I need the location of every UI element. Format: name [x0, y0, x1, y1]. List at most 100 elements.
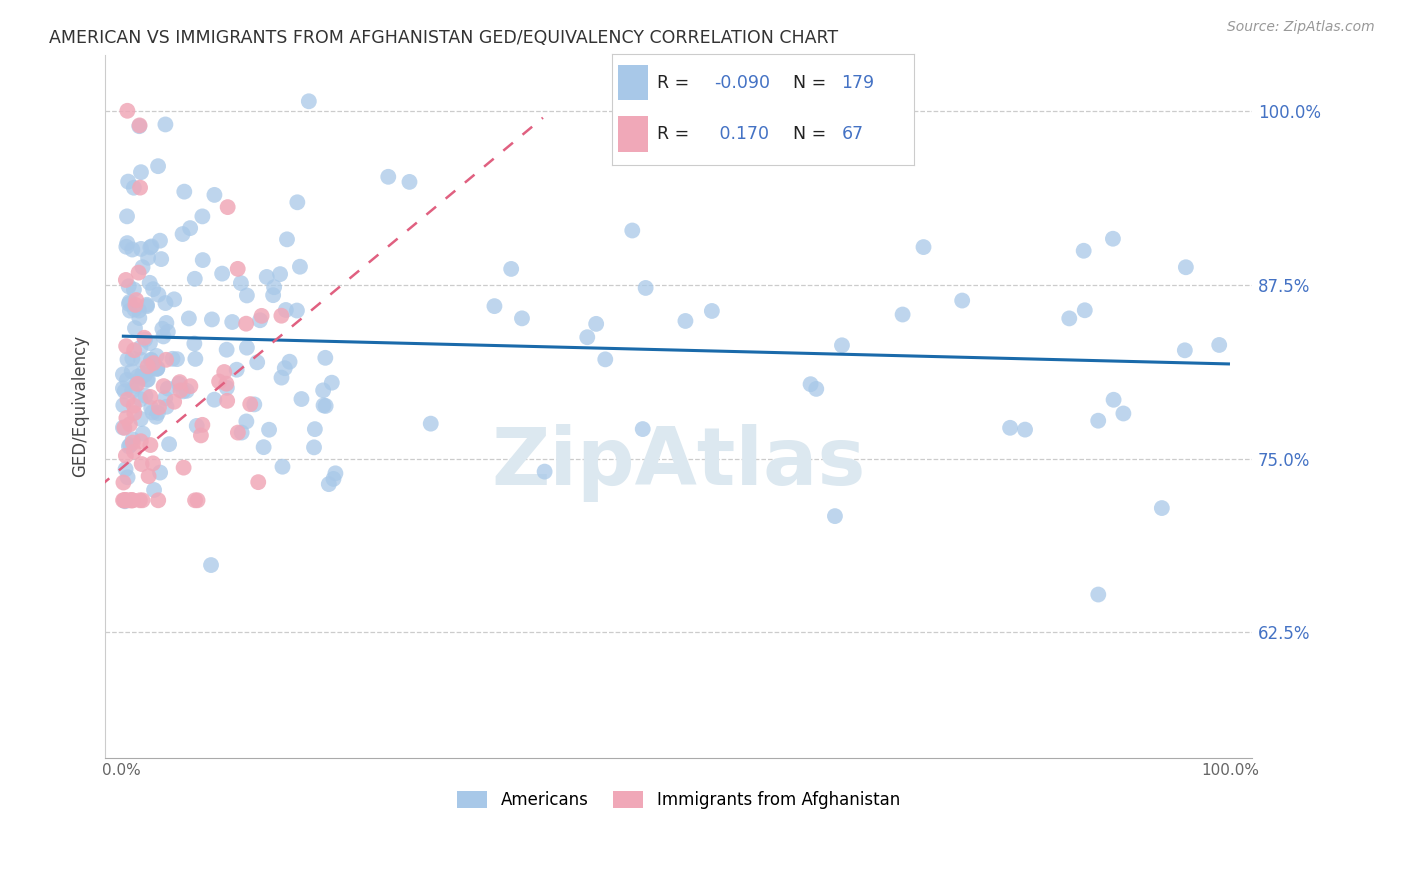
- Point: [114, 493, 136, 508]
- Point: [172, 227, 194, 241]
- Point: [129, 242, 152, 256]
- Point: [134, 331, 156, 345]
- Point: [226, 425, 249, 440]
- Point: [139, 390, 162, 404]
- Point: [285, 195, 308, 210]
- Point: [156, 325, 179, 339]
- Point: [179, 379, 201, 393]
- Point: [239, 397, 262, 411]
- Point: [118, 439, 141, 453]
- Point: [139, 240, 162, 254]
- Point: [146, 159, 169, 173]
- Point: [631, 422, 654, 436]
- Point: [121, 384, 143, 398]
- Text: 67: 67: [841, 125, 863, 143]
- Point: [114, 462, 136, 476]
- Point: [139, 352, 162, 367]
- Point: [217, 200, 239, 214]
- Point: [124, 298, 146, 312]
- Point: [124, 302, 146, 317]
- Point: [1208, 338, 1230, 352]
- Point: [117, 470, 139, 484]
- Point: [1087, 414, 1109, 428]
- Point: [129, 412, 152, 426]
- Point: [149, 466, 172, 480]
- Point: [142, 456, 165, 470]
- Point: [162, 351, 184, 366]
- Point: [152, 329, 174, 343]
- Point: [186, 418, 208, 433]
- Point: [166, 352, 188, 367]
- Point: [247, 475, 270, 490]
- Point: [121, 364, 143, 378]
- Bar: [617, 116, 648, 152]
- Point: [1174, 343, 1197, 358]
- Point: [576, 330, 599, 344]
- Point: [122, 180, 145, 194]
- Point: [117, 392, 139, 407]
- Point: [131, 493, 153, 508]
- Point: [236, 341, 259, 355]
- Point: [585, 317, 607, 331]
- Point: [114, 384, 136, 399]
- Point: [806, 382, 828, 396]
- Point: [148, 493, 170, 508]
- Point: [1014, 423, 1036, 437]
- Point: [285, 303, 308, 318]
- Point: [235, 414, 257, 428]
- Point: [134, 389, 156, 403]
- Text: N =: N =: [793, 73, 832, 92]
- Point: [322, 472, 344, 486]
- Point: [121, 435, 143, 450]
- Point: [118, 297, 141, 311]
- Point: [169, 384, 191, 398]
- Point: [1112, 407, 1135, 421]
- Point: [270, 370, 292, 384]
- Point: [150, 252, 173, 266]
- Point: [419, 417, 441, 431]
- Point: [129, 392, 152, 407]
- Point: [912, 240, 935, 254]
- Point: [270, 309, 292, 323]
- Text: R =: R =: [657, 125, 695, 143]
- Point: [128, 119, 150, 133]
- Point: [118, 303, 141, 318]
- Point: [120, 438, 142, 452]
- Point: [118, 279, 141, 293]
- Point: [124, 379, 146, 393]
- Point: [114, 493, 136, 508]
- Point: [156, 382, 179, 396]
- Point: [112, 398, 135, 412]
- Text: Source: ZipAtlas.com: Source: ZipAtlas.com: [1227, 20, 1375, 34]
- Point: [118, 493, 141, 508]
- Point: [146, 362, 169, 376]
- Text: -0.090: -0.090: [714, 73, 770, 92]
- Point: [141, 353, 163, 368]
- Point: [131, 260, 153, 275]
- Point: [112, 475, 135, 490]
- Point: [173, 185, 195, 199]
- Point: [115, 240, 138, 254]
- Point: [121, 493, 143, 508]
- Point: [312, 398, 335, 412]
- Point: [142, 282, 165, 296]
- Point: [153, 391, 176, 405]
- Point: [243, 397, 266, 411]
- Point: [138, 469, 160, 483]
- Point: [129, 180, 152, 194]
- Point: [634, 281, 657, 295]
- Point: [163, 293, 186, 307]
- Text: ZipAtlas: ZipAtlas: [492, 424, 866, 501]
- Point: [1059, 311, 1081, 326]
- Point: [191, 417, 214, 432]
- Point: [117, 352, 139, 367]
- Point: [124, 406, 146, 420]
- Point: [1087, 588, 1109, 602]
- Point: [621, 223, 644, 237]
- Point: [325, 467, 347, 481]
- Point: [236, 288, 259, 302]
- Point: [510, 311, 533, 326]
- Point: [115, 449, 138, 463]
- Point: [127, 376, 149, 391]
- Point: [314, 351, 336, 365]
